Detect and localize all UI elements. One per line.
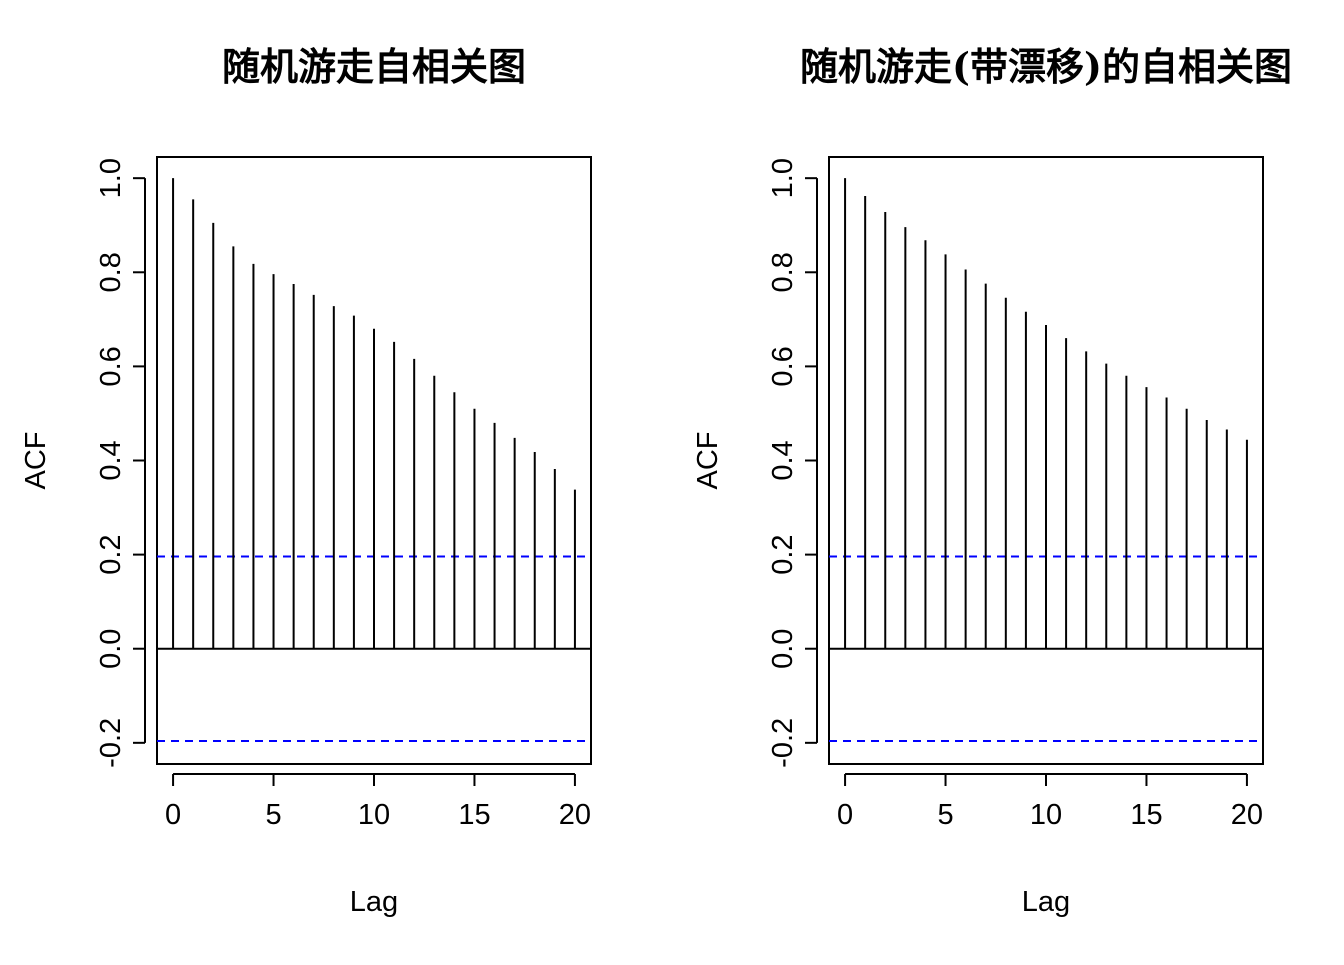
y-tick-label: 1.0 (767, 158, 799, 198)
y-tick-label: 0.4 (95, 440, 127, 480)
y-tick-label: 0.8 (767, 252, 799, 292)
y-tick-label: 0.2 (767, 534, 799, 574)
plot-frame (156, 156, 592, 765)
y-tick-label: 0.0 (767, 629, 799, 669)
y-tick-label: 0.0 (95, 629, 127, 669)
y-tick-label: 0.4 (767, 440, 799, 480)
y-tick-label: 0.6 (95, 346, 127, 386)
acf-panel-random-walk-drift: 随机游走(带漂移)的自相关图 0 5 10 15 20 -0.2 0.0 0.2 0.4 0.6 0.… (692, 44, 1292, 918)
y-axis-title: ACF (692, 432, 724, 490)
plot-frame (828, 156, 1264, 765)
x-tick-label: 15 (458, 799, 490, 831)
y-axis-title: ACF (20, 432, 52, 490)
x-tick-label: 0 (165, 799, 181, 831)
x-tick-label: 5 (265, 799, 281, 831)
x-tick-label: 5 (937, 799, 953, 831)
x-tick-label: 20 (559, 799, 591, 831)
chart-title: 随机游走(带漂移)的自相关图 (800, 44, 1292, 89)
x-tick-label: 10 (1030, 799, 1062, 831)
y-tick-label: 0.8 (95, 252, 127, 292)
y-tick-label: 0.2 (95, 534, 127, 574)
x-tick-label: 10 (358, 799, 390, 831)
acf-panel-random-walk: 随机游走自相关图 0 5 10 15 20 -0.2 0.0 0.2 0.4 0.6 0.8 1.0 La… (20, 44, 592, 918)
y-tick-label: -0.2 (95, 718, 127, 768)
x-axis-title: Lag (350, 886, 398, 918)
chart-title: 随机游走自相关图 (222, 44, 526, 89)
x-tick-label: 20 (1231, 799, 1263, 831)
y-tick-label: -0.2 (767, 718, 799, 768)
y-tick-label: 1.0 (95, 158, 127, 198)
x-tick-label: 15 (1130, 799, 1162, 831)
x-tick-label: 0 (837, 799, 853, 831)
y-tick-label: 0.6 (767, 346, 799, 386)
x-axis-title: Lag (1022, 886, 1070, 918)
